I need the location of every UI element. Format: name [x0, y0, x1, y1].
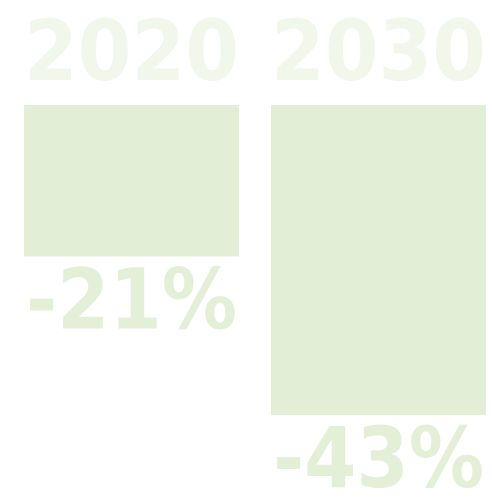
year-label: 2020 [24, 2, 239, 100]
value-label: -43% [273, 409, 484, 499]
bar [24, 105, 239, 257]
value-label: -21% [26, 250, 237, 348]
bar [271, 105, 486, 415]
year-label: 2030 [271, 2, 486, 100]
